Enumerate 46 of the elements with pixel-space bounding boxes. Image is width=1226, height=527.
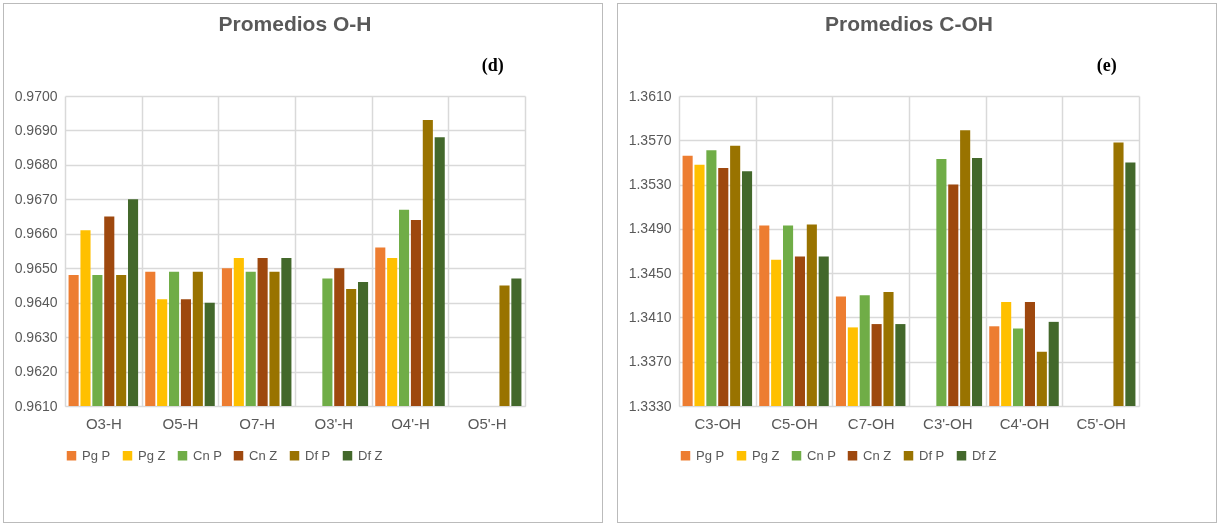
y-tick-label: 0.9700 [14,87,58,104]
y-tick-label: 0.9610 [14,397,58,414]
y-tick-label: 1.3490 [628,220,672,237]
legend-label: Cn P [807,447,836,463]
chart-title: Promedios C-OH [824,12,994,35]
text: (d) [481,55,504,76]
y-tick-label: 0.9640 [14,294,58,311]
y-tick-label: 1.3610 [628,87,672,104]
x-tick-label: O7-H [239,414,276,432]
x-tick-label: C5'-OH [1076,414,1126,432]
y-tick-label: 0.9620 [14,363,58,380]
legend-label: Cn Z [863,447,892,463]
y-tick-label: 1.3370 [628,353,672,370]
y-tick-label: 1.3570 [628,131,672,148]
y-tick-label: 0.9660 [14,225,58,242]
y-tick-label: 1.3330 [628,397,672,414]
text: (e) [1096,55,1117,76]
legend-label: Df Z [358,447,383,463]
y-tick-label: 0.9670 [14,190,58,207]
x-tick-label: O5-H [162,414,199,432]
y-tick-label: 0.9630 [14,328,58,345]
legend-label: Pg P [696,447,725,463]
legend-label: Cn P [193,447,222,463]
y-tick-label: 0.9650 [14,259,58,276]
y-tick-label: 0.9680 [14,156,58,173]
legend-label: Pg Z [752,447,780,463]
legend-label: Pg P [82,447,111,463]
legend-label: Cn Z [249,447,278,463]
y-tick-label: 1.3450 [628,264,672,281]
legend-label: Df P [305,447,331,463]
y-tick-label: 1.3410 [628,308,672,325]
chart-title: Promedios O-H [218,12,372,35]
x-tick-label: O5'-H [467,414,507,432]
y-tick-label: 0.9690 [14,121,58,138]
x-tick-label: O4'-H [391,414,430,432]
x-tick-label: C3'-OH [923,414,973,432]
y-tick-label: 1.3530 [628,176,672,193]
x-tick-label: C4'-OH [999,414,1050,432]
legend-label: Df Z [972,447,997,463]
legend-label: Df P [919,447,945,463]
legend-label: Pg Z [138,447,166,463]
x-tick-label: C3-OH [694,414,742,432]
x-tick-label: C7-OH [847,414,895,432]
x-tick-label: O3'-H [314,414,354,432]
x-tick-label: O3-H [85,414,122,432]
x-tick-label: C5-OH [771,414,818,432]
